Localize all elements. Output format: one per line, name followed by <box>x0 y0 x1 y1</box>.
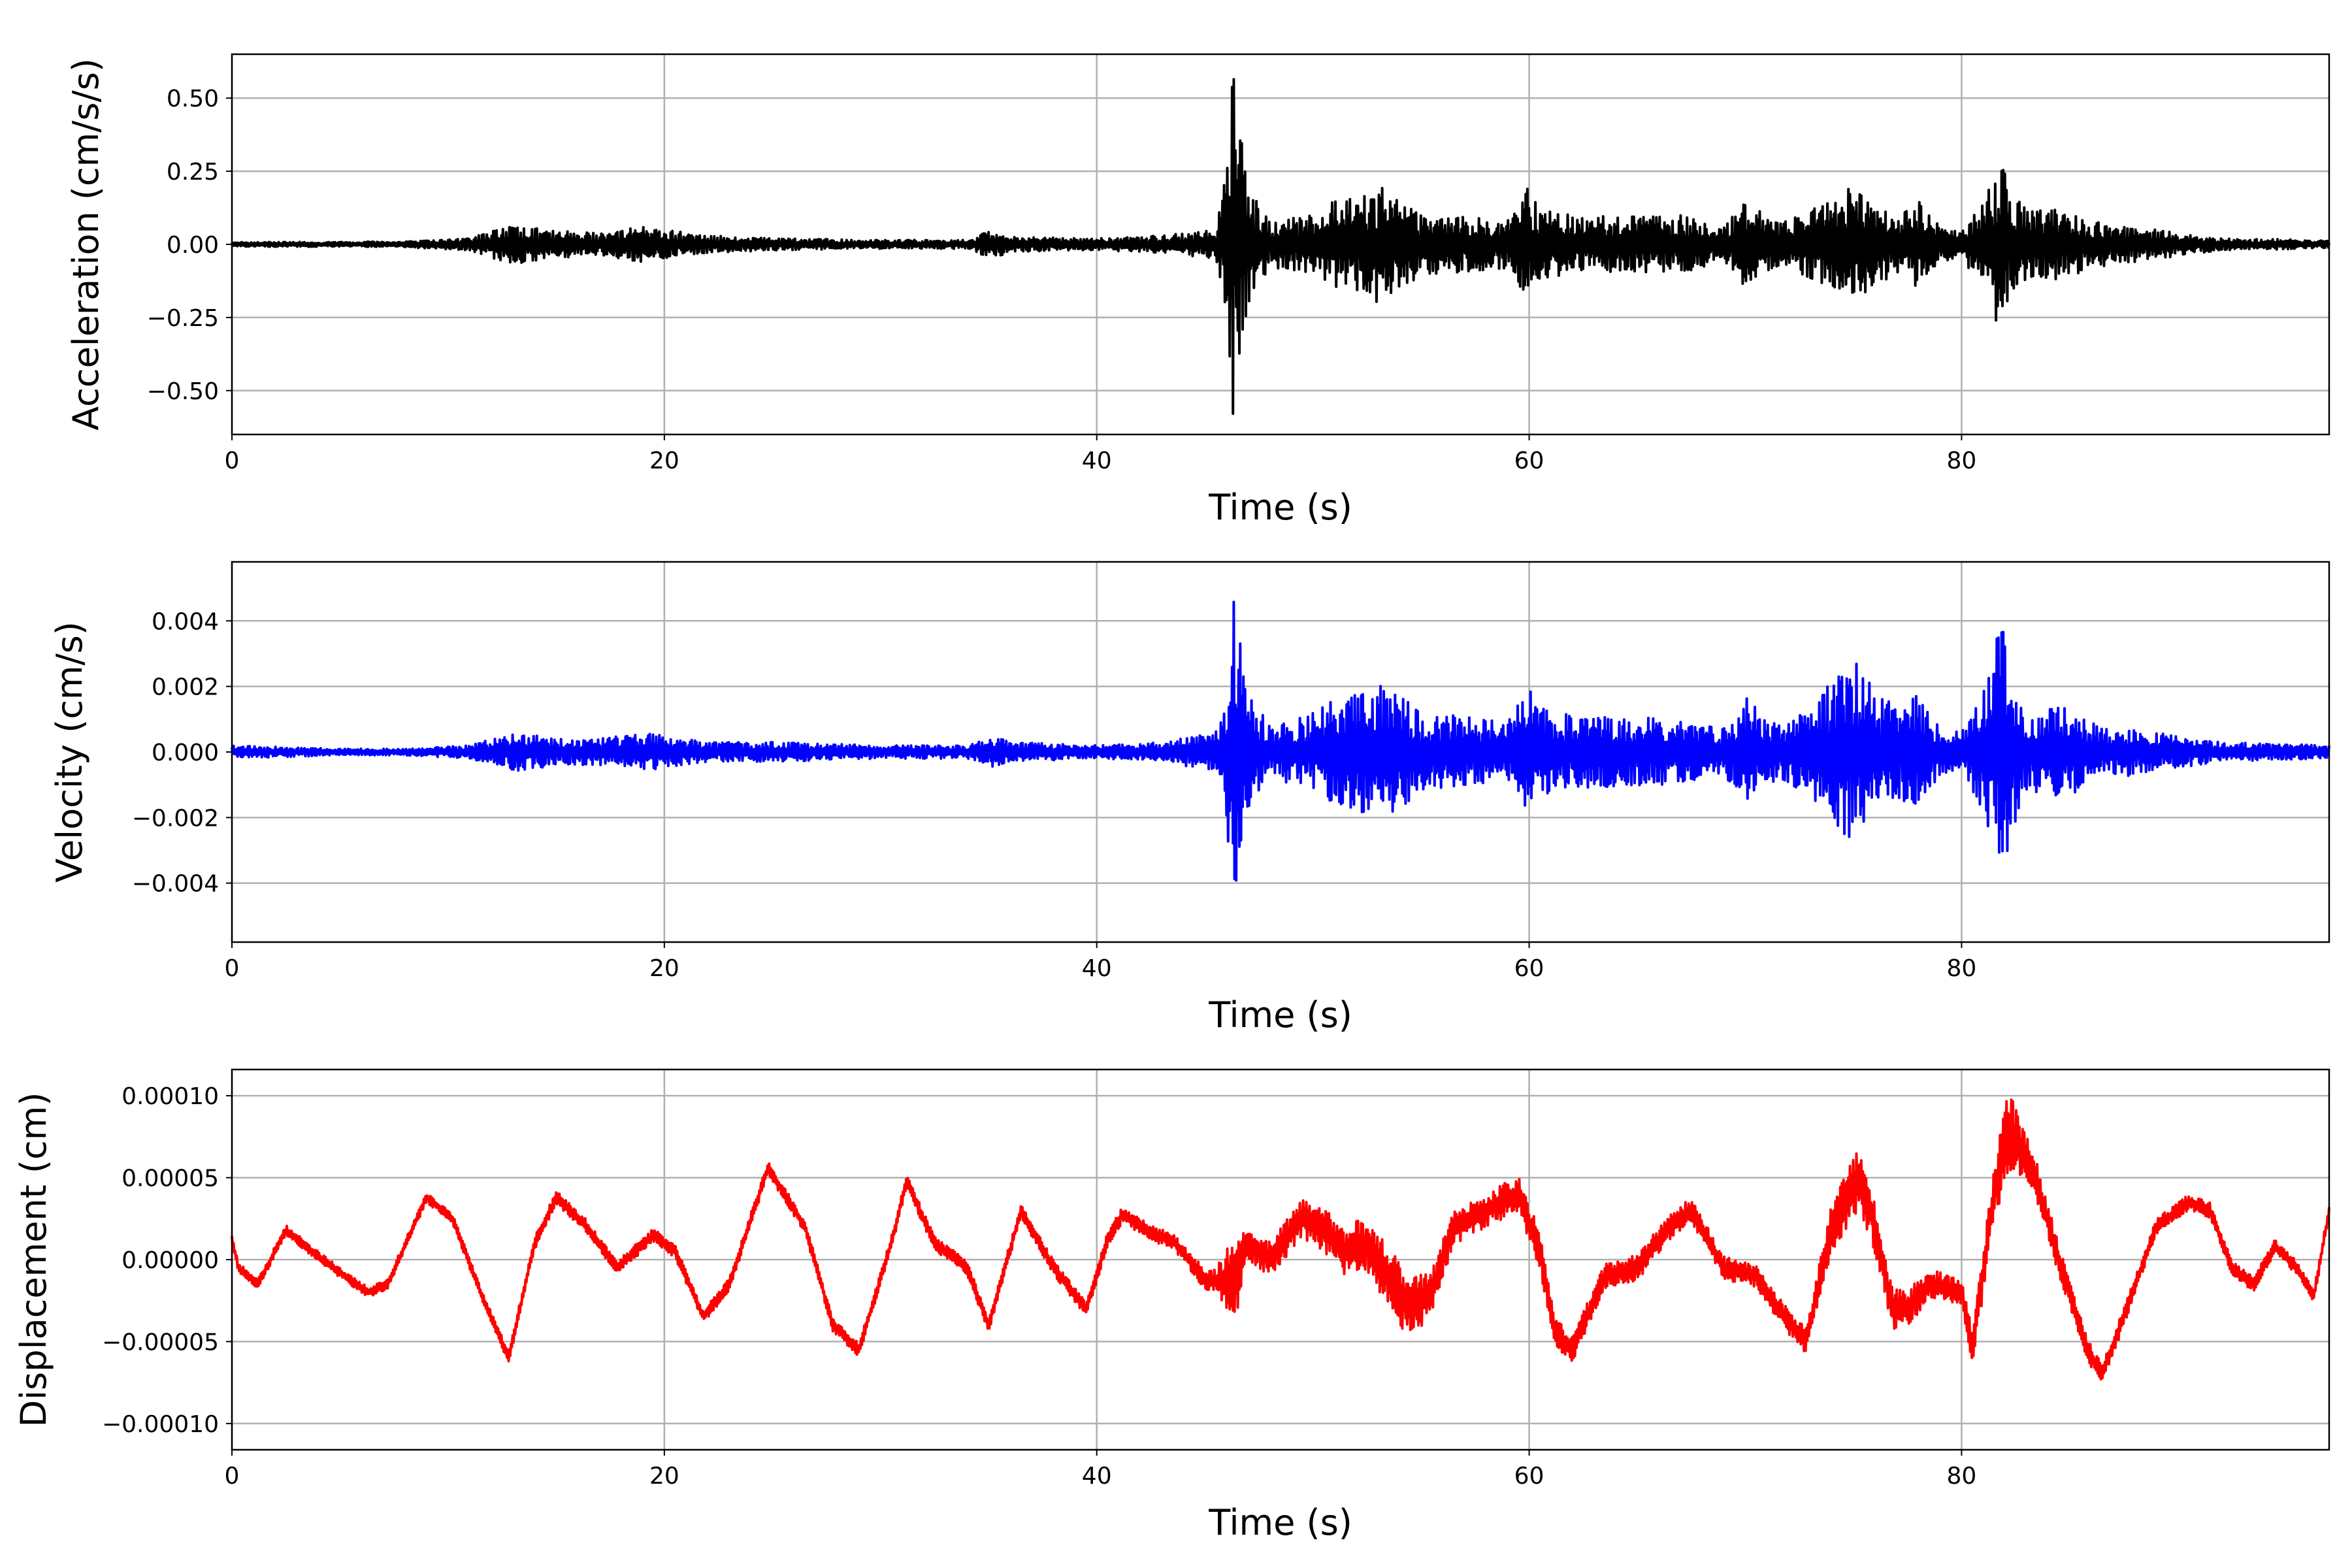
x-tick-label: 40 <box>1082 448 1112 474</box>
plot-frame <box>231 53 2330 436</box>
x-tick-label: 20 <box>649 448 679 474</box>
displacement-panel: 0 20 40 60 80 0.00010 0.00005 0.00000 −0.00005 −0… <box>13 1068 2330 1543</box>
signal-line <box>231 600 2330 882</box>
x-tick-label: 80 <box>1947 448 1977 474</box>
y-tick-label: −0.004 <box>132 871 219 898</box>
x-tick-label: 80 <box>1947 955 1977 982</box>
x-axis-label: Time (s) <box>1208 487 1352 528</box>
y-tick-label: 0.00000 <box>122 1247 219 1274</box>
y-tick-label: −0.00005 <box>102 1329 219 1356</box>
y-tick-label: 0.000 <box>152 740 219 766</box>
x-axis-label: Time (s) <box>1208 1502 1352 1543</box>
y-axis-label: Displacement (cm) <box>13 1092 54 1428</box>
x-tick-label: 60 <box>1514 955 1544 982</box>
y-axis-label: Acceleration (cm/s/s) <box>65 58 106 431</box>
x-tick-label: 0 <box>225 1463 240 1490</box>
x-tick-label: 60 <box>1514 1463 1544 1490</box>
x-tick-label: 0 <box>225 955 240 982</box>
y-tick-label: 0.00005 <box>122 1166 219 1192</box>
plot-frame <box>231 561 2330 943</box>
acceleration-panel: 0 20 40 60 80 0.50 0.25 0.00 −0.25 −0.50 Accelerat… <box>65 53 2330 528</box>
y-tick-label: 0.50 <box>167 86 219 112</box>
y-tick-label: 0.004 <box>152 608 219 635</box>
y-tick-label: −0.002 <box>132 805 219 832</box>
x-tick-label: 60 <box>1514 448 1544 474</box>
signal-line <box>231 78 2330 416</box>
y-tick-label: 0.25 <box>167 159 219 186</box>
y-tick-label: 0.00 <box>167 232 219 259</box>
plot-frame <box>231 1068 2330 1451</box>
x-tick-label: 80 <box>1947 1463 1977 1490</box>
y-axis-label: Velocity (cm/s) <box>49 621 90 883</box>
velocity-panel: 0 20 40 60 80 0.004 0.002 0.000 −0.002 −0.004 Velo… <box>49 561 2330 1036</box>
y-tick-label: −0.25 <box>147 305 219 332</box>
x-tick-label: 40 <box>1082 955 1112 982</box>
x-tick-label: 20 <box>649 955 679 982</box>
y-tick-label: 0.002 <box>152 674 219 701</box>
y-tick-label: −0.50 <box>147 378 219 405</box>
x-tick-label: 0 <box>225 448 240 474</box>
x-axis-label: Time (s) <box>1208 994 1352 1036</box>
y-tick-label: −0.00010 <box>102 1411 219 1438</box>
y-tick-label: 0.00010 <box>122 1083 219 1110</box>
x-tick-label: 40 <box>1082 1463 1112 1490</box>
x-tick-label: 20 <box>649 1463 679 1490</box>
signal-line <box>231 1098 2330 1381</box>
